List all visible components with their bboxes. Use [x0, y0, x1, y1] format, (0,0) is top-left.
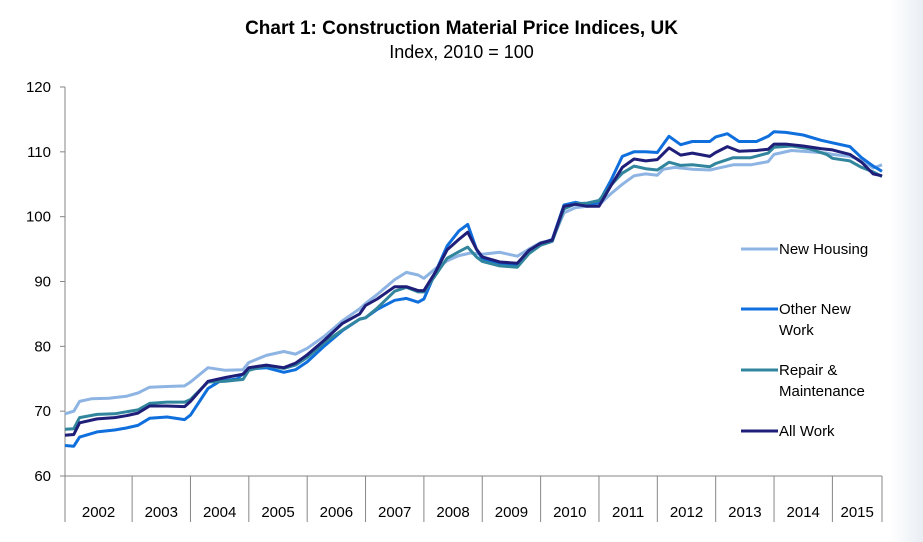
- x-tick-label-2012: 2012: [670, 504, 703, 521]
- series-line-new-housing: [64, 149, 883, 416]
- series-line-other-new-work: [64, 130, 883, 448]
- chart-subtitle: Index, 2010 = 100: [389, 42, 534, 62]
- y-tick-label-100: 100: [26, 209, 51, 226]
- y-tick-label-110: 110: [27, 144, 51, 161]
- x-tick-label-2004: 2004: [203, 504, 236, 521]
- y-tick-label-60: 60: [34, 468, 51, 485]
- x-tick-label-2010: 2010: [553, 504, 586, 521]
- legend-label-other-new-work: Other New Work: [779, 301, 851, 339]
- x-tick-label-2008: 2008: [436, 504, 469, 521]
- x-tick-label-2007: 2007: [378, 504, 411, 521]
- x-tick-label-2013: 2013: [728, 504, 761, 521]
- legend-label-repair-maintenance: Repair & Maintenance: [779, 362, 865, 400]
- y-tick-label-120: 120: [26, 79, 51, 96]
- x-tick-label-2015: 2015: [841, 504, 874, 521]
- x-tick-label-2011: 2011: [612, 504, 644, 521]
- y-tick-label-90: 90: [34, 274, 51, 291]
- x-tick-label-2009: 2009: [495, 504, 528, 521]
- x-tick-label-2002: 2002: [82, 504, 115, 521]
- y-tick-label-70: 70: [34, 403, 51, 420]
- x-tick-label-2005: 2005: [261, 504, 294, 521]
- series-line-repair-maintenance: [64, 144, 883, 431]
- y-tick-label-80: 80: [34, 338, 51, 355]
- legend-label-new-housing: New Housing: [779, 241, 868, 258]
- series-line-all-work: [64, 142, 883, 437]
- x-tick-label-2006: 2006: [320, 504, 353, 521]
- chart-title: Chart 1: Construction Material Price Ind…: [245, 18, 678, 39]
- legend-label-all-work: All Work: [779, 423, 835, 440]
- right-edge-shadow: [890, 0, 923, 542]
- x-tick-label-2014: 2014: [787, 504, 820, 521]
- x-tick-label-2003: 2003: [145, 504, 178, 521]
